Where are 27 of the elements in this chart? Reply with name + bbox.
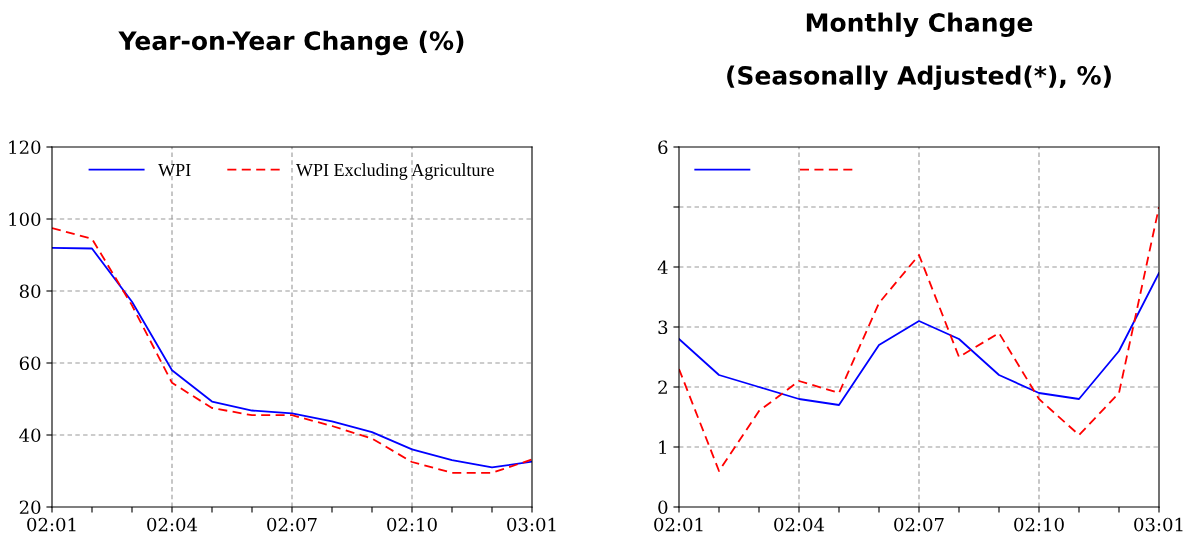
y-tick-label: 100 bbox=[9, 212, 41, 227]
x-tick-label: 02:04 bbox=[774, 517, 825, 532]
x-tick-label: 02:07 bbox=[894, 517, 944, 532]
y-tick-label: 6 bbox=[658, 140, 668, 155]
x-tick-label: 03:01 bbox=[507, 517, 556, 532]
y-tick-label: 20 bbox=[19, 500, 41, 515]
x-tick-label: 02:01 bbox=[27, 517, 76, 532]
y-tick-label: 3 bbox=[658, 320, 668, 335]
chart-title: Monthly Change (Seasonally Adjusted(*), %) bbox=[727, 12, 1111, 90]
legend-label: WPI bbox=[158, 164, 191, 177]
chart-title: Year-on-Year Change (%) bbox=[118, 30, 464, 56]
y-tick-label: 80 bbox=[19, 284, 41, 299]
y-tick-label: 0 bbox=[658, 500, 668, 515]
x-tick-label: 02:10 bbox=[387, 517, 437, 532]
x-tick-label: 02:07 bbox=[267, 517, 317, 532]
line-series bbox=[679, 272, 1159, 406]
y-tick-label: 120 bbox=[9, 140, 41, 155]
y-tick-label: 4 bbox=[657, 260, 668, 274]
legend-label: WPI Excluding Agriculture bbox=[295, 163, 494, 180]
x-tick-label: 02:10 bbox=[1014, 517, 1064, 532]
x-tick-label: 02:04 bbox=[147, 517, 198, 532]
y-tick-label: 2 bbox=[658, 380, 667, 394]
y-tick-label: 60 bbox=[19, 356, 41, 371]
x-tick-label: 03:01 bbox=[1134, 517, 1183, 532]
x-tick-label: 02:01 bbox=[654, 517, 703, 532]
y-tick-label: 1 bbox=[659, 440, 667, 454]
y-tick-label: 40 bbox=[19, 428, 41, 443]
